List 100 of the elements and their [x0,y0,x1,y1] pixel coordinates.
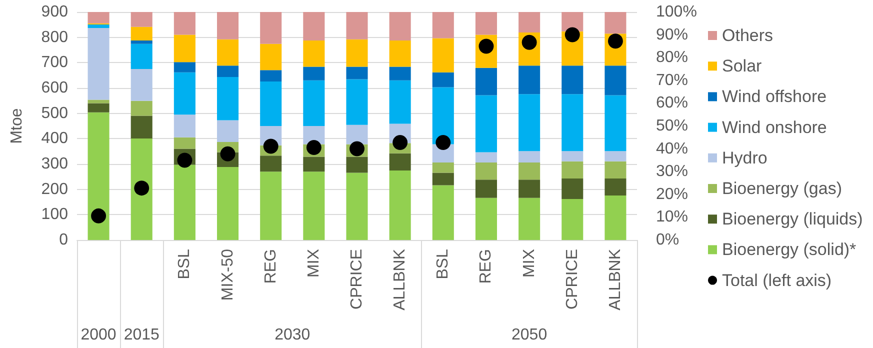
bar [346,12,368,40]
y2-tick-label: 60% [656,94,688,112]
y2-tick-label: 30% [656,163,688,180]
bar [562,178,584,199]
legend-label: Others [722,26,774,45]
bar [562,94,584,152]
bar [130,44,152,69]
bar [88,112,110,240]
y-tick-label: 300 [41,156,68,172]
y2-tick-label: 100% [656,4,697,20]
bar [432,12,454,38]
bar [260,172,282,240]
bar [562,66,584,94]
point [306,140,322,156]
bar [432,162,454,173]
x-tick-label: MIX [520,248,538,278]
bar [518,180,540,198]
legend-label: Solar [722,56,762,76]
point [564,27,580,42]
y-axis-title: Mtoe [8,108,26,144]
bar [174,34,196,62]
x-tick-label: CPRICE [564,249,581,310]
point [134,180,150,196]
point [392,134,408,150]
legend-label: Bioenergy (solid)* [722,240,857,260]
legend-label: Hydro [722,148,768,168]
legend-label: Wind offshore [722,87,827,106]
legend-label: Total (left axis) [722,270,832,290]
bar [389,80,411,124]
bar [303,80,325,126]
y-tick-label: 0 [59,232,68,248]
y2-tick-label: 0% [656,232,680,248]
y2-tick-label: 90% [656,26,688,44]
bar [260,156,282,172]
bar [217,66,239,77]
bar [174,114,196,138]
bar [217,167,239,240]
y-tick-label: 900 [41,4,68,20]
text: 2015 [124,326,160,344]
x-tick-label: MIX-50 [219,248,236,301]
point [436,134,451,150]
bar [88,24,110,28]
x-tick-label: ALLBNK [392,248,409,310]
y-tick-label: 400 [41,130,68,148]
bar [475,68,497,96]
bar [475,12,497,35]
y2-tick-label: 20% [656,186,688,203]
bar [432,72,454,88]
y-tick-label: 200 [41,180,68,198]
x-tick-label: BSL [434,248,452,280]
bar [518,66,540,94]
text: 2030 [274,326,310,344]
bar [303,172,325,240]
bar [389,66,411,80]
bar [389,170,411,240]
y-tick-label: 700 [41,54,68,72]
bar [174,62,196,72]
bar [217,12,239,40]
bar [475,152,497,162]
x-tick-label: CPRICE [348,249,366,310]
y2-tick-label: 70% [656,72,688,89]
legend-label: Bioenergy (liquids) [722,210,863,229]
bar [217,76,239,120]
bar [518,198,540,240]
bar [518,162,540,180]
bar [88,28,110,100]
bar [604,178,626,196]
y2-tick-label: 10% [656,208,688,226]
bar [604,12,626,34]
bar [475,162,497,180]
bar [518,12,540,33]
bar [130,69,152,101]
bar [88,103,110,112]
bar [604,161,626,178]
bar [604,196,626,240]
y2-tick-label: 80% [656,49,688,66]
bar [174,137,196,149]
point [608,34,623,49]
bar [303,40,325,67]
bar [303,156,325,172]
bar [260,70,282,82]
bar [562,151,584,162]
y2-tick-label: 50% [656,118,688,134]
x-tick-label: REG [262,249,280,284]
bar [475,198,497,240]
legend-label: Wind onshore [722,118,827,137]
bar [130,26,152,40]
y-tick-label: 600 [41,80,68,96]
point [350,141,364,156]
legend-label: Bioenergy (gas) [722,179,842,198]
bar [389,153,411,170]
bar [346,172,368,240]
y-tick-label: 800 [41,28,68,46]
bar [562,198,584,240]
bar [217,120,239,142]
point [91,208,106,224]
point [263,138,278,154]
text: 2000 [80,326,116,344]
x-tick-label: BSL [176,248,194,280]
bar [303,66,325,80]
